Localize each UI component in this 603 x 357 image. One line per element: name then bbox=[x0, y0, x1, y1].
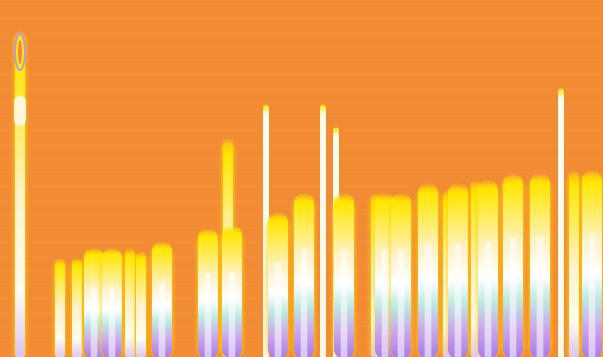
bar-core bbox=[588, 234, 596, 357]
bar-core bbox=[484, 240, 492, 357]
spectrum-bar bbox=[558, 88, 564, 357]
spectrum-bar bbox=[70, 257, 84, 357]
spectrum-bar bbox=[501, 173, 525, 357]
spectrum-bar bbox=[13, 30, 27, 357]
bar-tip-glow bbox=[14, 96, 26, 126]
spectrum-bar bbox=[446, 182, 470, 357]
spectrum-bar bbox=[320, 104, 326, 357]
spectrum-bar bbox=[567, 169, 581, 357]
background-band bbox=[0, 130, 603, 131]
background-band bbox=[0, 46, 603, 47]
background-band bbox=[0, 116, 603, 117]
spectrum-bar bbox=[196, 228, 220, 357]
bar-core bbox=[204, 272, 212, 357]
spectrum-bar bbox=[389, 192, 413, 357]
bar-core bbox=[536, 236, 544, 357]
bar-core bbox=[90, 285, 98, 357]
background-band bbox=[0, 60, 603, 61]
spectrum-bar bbox=[476, 179, 500, 357]
spectrum-bar bbox=[134, 251, 148, 357]
background-band bbox=[0, 74, 603, 75]
spectrum-bar bbox=[292, 192, 316, 357]
spectrum-bar bbox=[100, 247, 124, 357]
background-band bbox=[0, 144, 603, 145]
bar-core bbox=[397, 249, 405, 357]
bar-core bbox=[424, 243, 432, 357]
bar-core bbox=[228, 270, 236, 357]
bar-body bbox=[125, 247, 135, 357]
spectrum-bar bbox=[150, 241, 174, 357]
bar-body bbox=[558, 88, 564, 357]
bar-core bbox=[108, 285, 116, 357]
spectrum-bar bbox=[416, 182, 440, 357]
spectrum-bar bbox=[528, 173, 552, 357]
background-band bbox=[0, 102, 603, 103]
bar-core bbox=[509, 236, 517, 357]
background-band bbox=[0, 172, 603, 173]
bar-body bbox=[569, 169, 579, 357]
bar-core bbox=[340, 249, 348, 357]
spectrum-bar bbox=[82, 247, 106, 357]
background-band bbox=[0, 18, 603, 19]
spectrum-bar bbox=[53, 257, 67, 357]
bar-core bbox=[274, 262, 282, 357]
background-band bbox=[0, 158, 603, 159]
background-band bbox=[0, 186, 603, 187]
bar-body bbox=[15, 30, 25, 357]
bar-core bbox=[300, 249, 308, 357]
bar-core bbox=[158, 281, 166, 357]
spectrum-bar bbox=[266, 212, 290, 357]
bar-body bbox=[55, 257, 65, 357]
bar-core bbox=[381, 249, 389, 357]
bar-tip-ring-center bbox=[18, 40, 22, 64]
bar-body bbox=[136, 251, 146, 357]
spectrum-bar bbox=[123, 247, 137, 357]
bar-body bbox=[320, 104, 326, 357]
bar-body bbox=[72, 257, 82, 357]
background-band bbox=[0, 88, 603, 89]
spectrum-bar bbox=[580, 169, 603, 357]
spectrum-bar bbox=[220, 225, 244, 357]
background-band bbox=[0, 4, 603, 5]
bar-core bbox=[454, 243, 462, 357]
spectrum-bar bbox=[332, 192, 356, 357]
bars-layer bbox=[0, 4, 603, 357]
background-band bbox=[0, 32, 603, 33]
